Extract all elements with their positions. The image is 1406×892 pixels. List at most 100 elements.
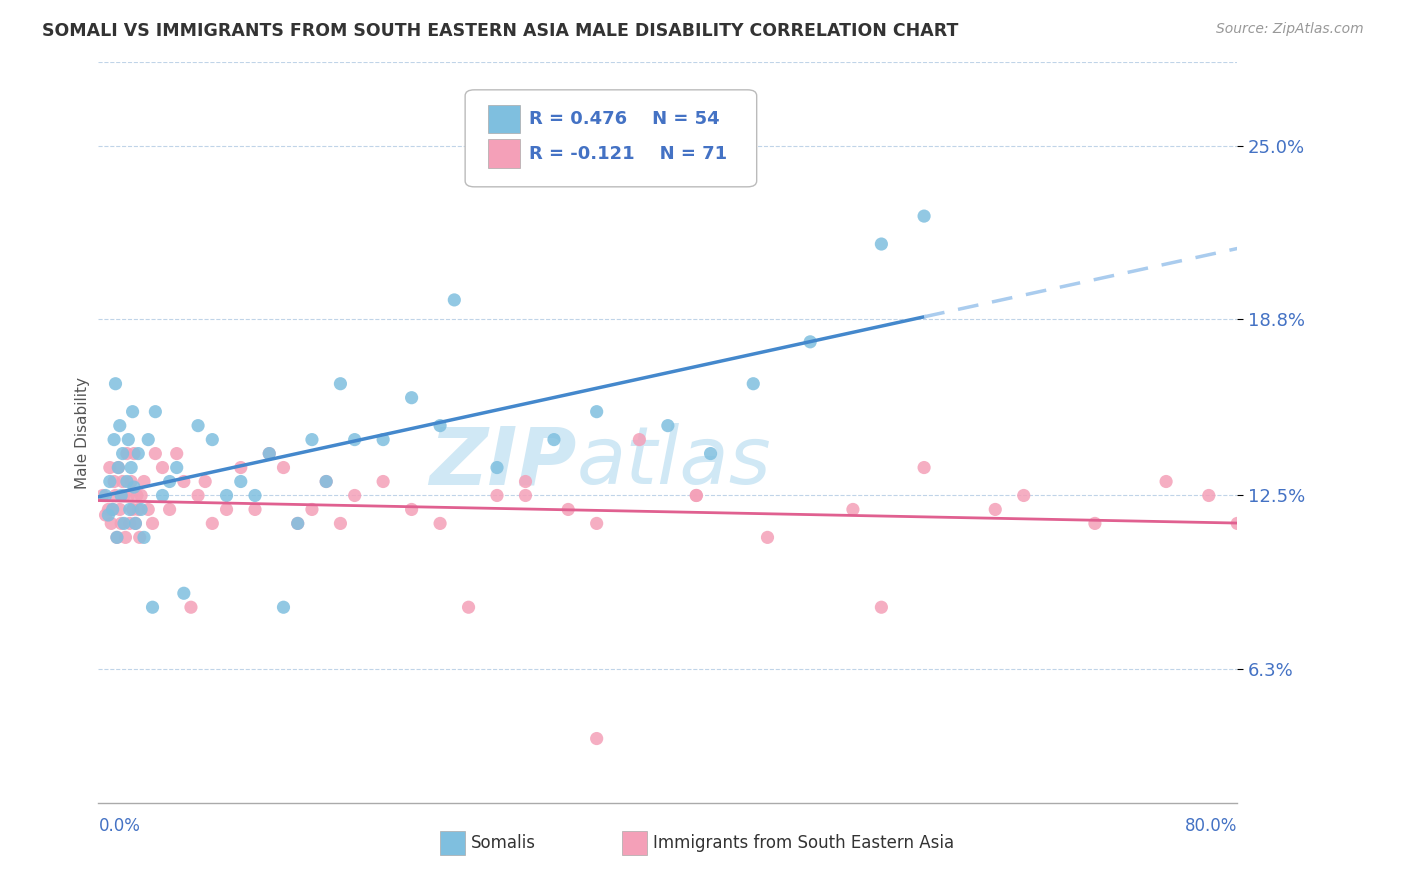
Point bbox=[124, 516, 146, 531]
Point bbox=[100, 516, 122, 531]
Point bbox=[515, 488, 537, 502]
Point bbox=[371, 433, 394, 447]
Point bbox=[443, 293, 465, 307]
Text: 0.0%: 0.0% bbox=[98, 817, 141, 835]
Point bbox=[343, 488, 366, 502]
Point bbox=[145, 446, 167, 460]
Point bbox=[585, 516, 607, 531]
Text: SOMALI VS IMMIGRANTS FROM SOUTH EASTERN ASIA MALE DISABILITY CORRELATION CHART: SOMALI VS IMMIGRANTS FROM SOUTH EASTERN … bbox=[42, 22, 959, 40]
Point bbox=[187, 488, 209, 502]
Point bbox=[194, 475, 217, 489]
Point bbox=[273, 600, 295, 615]
Point bbox=[259, 446, 281, 460]
Text: atlas: atlas bbox=[576, 423, 772, 501]
Point bbox=[870, 600, 893, 615]
Point bbox=[101, 502, 124, 516]
Point bbox=[557, 502, 579, 516]
Point bbox=[94, 488, 117, 502]
Point bbox=[98, 460, 121, 475]
Point bbox=[111, 475, 134, 489]
Point bbox=[152, 488, 174, 502]
Text: Somalis: Somalis bbox=[471, 834, 536, 852]
Point bbox=[104, 488, 127, 502]
Point bbox=[128, 530, 150, 544]
Point bbox=[110, 516, 132, 531]
Point bbox=[585, 731, 607, 746]
Point bbox=[132, 530, 155, 544]
Point bbox=[129, 502, 152, 516]
FancyBboxPatch shape bbox=[488, 139, 520, 168]
Point bbox=[97, 508, 120, 522]
Point bbox=[117, 488, 139, 502]
Text: 80.0%: 80.0% bbox=[1185, 817, 1237, 835]
Point bbox=[429, 418, 451, 433]
Point bbox=[121, 502, 143, 516]
Point bbox=[457, 600, 479, 615]
Y-axis label: Male Disability: Male Disability bbox=[75, 376, 90, 489]
Point bbox=[118, 502, 141, 516]
Point bbox=[122, 480, 145, 494]
Point bbox=[125, 488, 148, 502]
Point bbox=[401, 391, 423, 405]
Point bbox=[201, 516, 224, 531]
Point bbox=[108, 418, 131, 433]
Point bbox=[628, 433, 651, 447]
Point bbox=[912, 209, 935, 223]
Point bbox=[401, 502, 423, 516]
Text: R = 0.476    N = 54: R = 0.476 N = 54 bbox=[529, 110, 720, 128]
Point bbox=[315, 475, 337, 489]
Point bbox=[120, 475, 142, 489]
Point bbox=[1012, 488, 1035, 502]
Text: R = -0.121    N = 71: R = -0.121 N = 71 bbox=[529, 145, 727, 162]
Text: Source: ZipAtlas.com: Source: ZipAtlas.com bbox=[1216, 22, 1364, 37]
Text: Immigrants from South Eastern Asia: Immigrants from South Eastern Asia bbox=[652, 834, 955, 852]
Point bbox=[117, 433, 139, 447]
Point bbox=[136, 433, 159, 447]
Point bbox=[121, 405, 143, 419]
Point bbox=[585, 405, 607, 419]
Point bbox=[152, 460, 174, 475]
Point bbox=[1084, 516, 1107, 531]
Point bbox=[1198, 488, 1220, 502]
Point bbox=[166, 446, 188, 460]
Point bbox=[543, 433, 565, 447]
Point bbox=[243, 502, 266, 516]
Point bbox=[685, 488, 707, 502]
Point bbox=[145, 405, 167, 419]
Point bbox=[114, 530, 136, 544]
Point bbox=[371, 475, 394, 489]
Point bbox=[136, 502, 159, 516]
Point bbox=[215, 488, 238, 502]
Point bbox=[742, 376, 765, 391]
Point bbox=[912, 460, 935, 475]
Point bbox=[685, 488, 707, 502]
Point bbox=[229, 460, 252, 475]
Point bbox=[1226, 516, 1249, 531]
Point bbox=[173, 475, 195, 489]
Point bbox=[173, 586, 195, 600]
Point bbox=[984, 502, 1007, 516]
Point bbox=[97, 502, 120, 516]
Point bbox=[91, 488, 114, 502]
Text: ZIP: ZIP bbox=[429, 423, 576, 501]
Point bbox=[105, 530, 128, 544]
Point bbox=[105, 530, 128, 544]
FancyBboxPatch shape bbox=[465, 90, 756, 186]
Point bbox=[315, 475, 337, 489]
Point bbox=[118, 516, 141, 531]
Point bbox=[127, 502, 149, 516]
Point bbox=[132, 475, 155, 489]
Point bbox=[329, 516, 352, 531]
Point bbox=[259, 446, 281, 460]
Point bbox=[112, 516, 135, 531]
Point bbox=[329, 376, 352, 391]
Point bbox=[141, 600, 163, 615]
Point bbox=[107, 460, 129, 475]
Point bbox=[657, 418, 679, 433]
Point bbox=[159, 502, 181, 516]
Point bbox=[1154, 475, 1177, 489]
Point bbox=[486, 460, 509, 475]
Point bbox=[301, 502, 323, 516]
Point bbox=[98, 475, 121, 489]
Point bbox=[127, 446, 149, 460]
